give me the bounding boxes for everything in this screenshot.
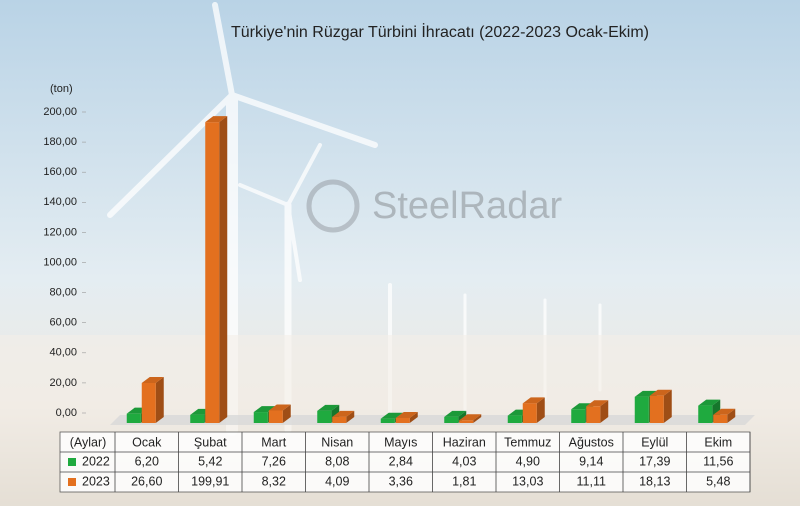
bar-top	[459, 414, 482, 421]
x-tick-label: Eylül	[641, 435, 668, 449]
bar	[126, 413, 141, 423]
bar-top	[698, 399, 721, 406]
bar-top	[253, 406, 276, 413]
legend-label: 2022	[82, 454, 110, 468]
bar-top	[395, 411, 418, 418]
x-tick-label: Şubat	[194, 435, 227, 449]
data-label: 11,11	[577, 474, 606, 488]
y-tick-label: 160,00	[43, 166, 77, 178]
data-label: 3,36	[389, 474, 413, 488]
bar	[332, 416, 347, 423]
x-axis-label: (Aylar)	[70, 435, 107, 449]
y-tick-label: 80,00	[49, 287, 77, 299]
data-label: 6,20	[135, 454, 159, 468]
data-label: 13,03	[512, 474, 543, 488]
bar-side	[155, 376, 164, 423]
bar-top	[380, 412, 403, 419]
bar	[713, 414, 728, 423]
watermark: SteelRadar	[372, 185, 562, 227]
data-label: 1,81	[452, 474, 476, 488]
bar-top	[444, 410, 467, 417]
y-tick-label: 40,00	[49, 347, 77, 359]
bar	[395, 417, 410, 423]
y-tick-label: 20,00	[49, 377, 77, 389]
data-label: 26,60	[131, 474, 162, 488]
bar-side	[473, 414, 482, 423]
bar-side	[600, 400, 609, 423]
y-axis-label: (ton)	[50, 83, 73, 95]
bar	[586, 406, 601, 423]
bar-top	[634, 390, 657, 397]
x-tick-label: Nisan	[321, 435, 353, 449]
data-label: 5,42	[198, 454, 222, 468]
data-label: 17,39	[639, 454, 670, 468]
bar	[317, 410, 332, 423]
bar	[253, 412, 268, 423]
data-label: 2,84	[389, 454, 413, 468]
chart-title: Türkiye'nin Rüzgar Türbini İhracatı (202…	[231, 22, 649, 41]
y-tick-label: 200,00	[43, 106, 77, 118]
bar-top	[571, 403, 594, 410]
bar	[522, 403, 537, 423]
bar	[444, 416, 459, 423]
y-tick-label: 100,00	[43, 256, 77, 268]
x-tick-label: Mart	[261, 435, 287, 449]
bar	[380, 418, 395, 423]
bar	[571, 409, 586, 423]
data-label: 4,09	[325, 474, 349, 488]
x-tick-label: Ekim	[704, 435, 732, 449]
data-label: 7,26	[262, 454, 286, 468]
data-label: 8,32	[262, 474, 286, 488]
watermark-logo	[306, 179, 360, 233]
bar-top	[141, 376, 164, 383]
bar-side	[727, 408, 736, 423]
bar	[649, 395, 664, 423]
x-tick-label: Temmuz	[504, 435, 551, 449]
bar-side	[409, 411, 418, 423]
data-label: 8,08	[325, 454, 349, 468]
bar	[459, 420, 474, 423]
bar-side	[536, 397, 545, 423]
y-tick-label: 60,00	[49, 317, 77, 329]
bar-side	[346, 410, 355, 423]
data-label: 199,91	[191, 474, 229, 488]
bar-top	[332, 410, 355, 417]
bar	[698, 405, 713, 423]
bar-top	[205, 116, 228, 123]
data-label: 11,56	[703, 454, 733, 468]
y-tick-label: 120,00	[43, 226, 77, 238]
data-label: 18,13	[639, 474, 670, 488]
x-tick-label: Ocak	[132, 435, 162, 449]
x-tick-label: Ağustos	[569, 435, 614, 449]
bar-top	[268, 404, 291, 411]
y-tick-label: 180,00	[43, 136, 77, 148]
legend-swatch	[68, 458, 76, 466]
bar	[190, 414, 205, 423]
bar-top	[522, 397, 545, 404]
bar-top	[713, 408, 736, 415]
bar-side	[282, 404, 291, 423]
legend-swatch	[68, 478, 76, 486]
bar-side	[219, 116, 228, 424]
legend-label: 2023	[82, 474, 110, 488]
bar	[205, 122, 220, 424]
x-tick-label: Haziran	[443, 435, 486, 449]
data-label: 4,90	[516, 454, 540, 468]
y-tick-label: 140,00	[43, 196, 77, 208]
y-tick-label: 0,00	[56, 407, 77, 419]
bar	[141, 382, 156, 423]
bar-top	[317, 404, 340, 411]
data-label: 5,48	[706, 474, 730, 488]
data-label: 4,03	[452, 454, 476, 468]
bar-top	[586, 400, 609, 407]
bar-side	[663, 389, 672, 423]
bar	[268, 410, 283, 423]
bar	[634, 396, 649, 423]
bar	[507, 415, 522, 423]
bar-top	[649, 389, 672, 396]
data-label: 9,14	[579, 454, 603, 468]
x-tick-label: Mayıs	[384, 435, 417, 449]
